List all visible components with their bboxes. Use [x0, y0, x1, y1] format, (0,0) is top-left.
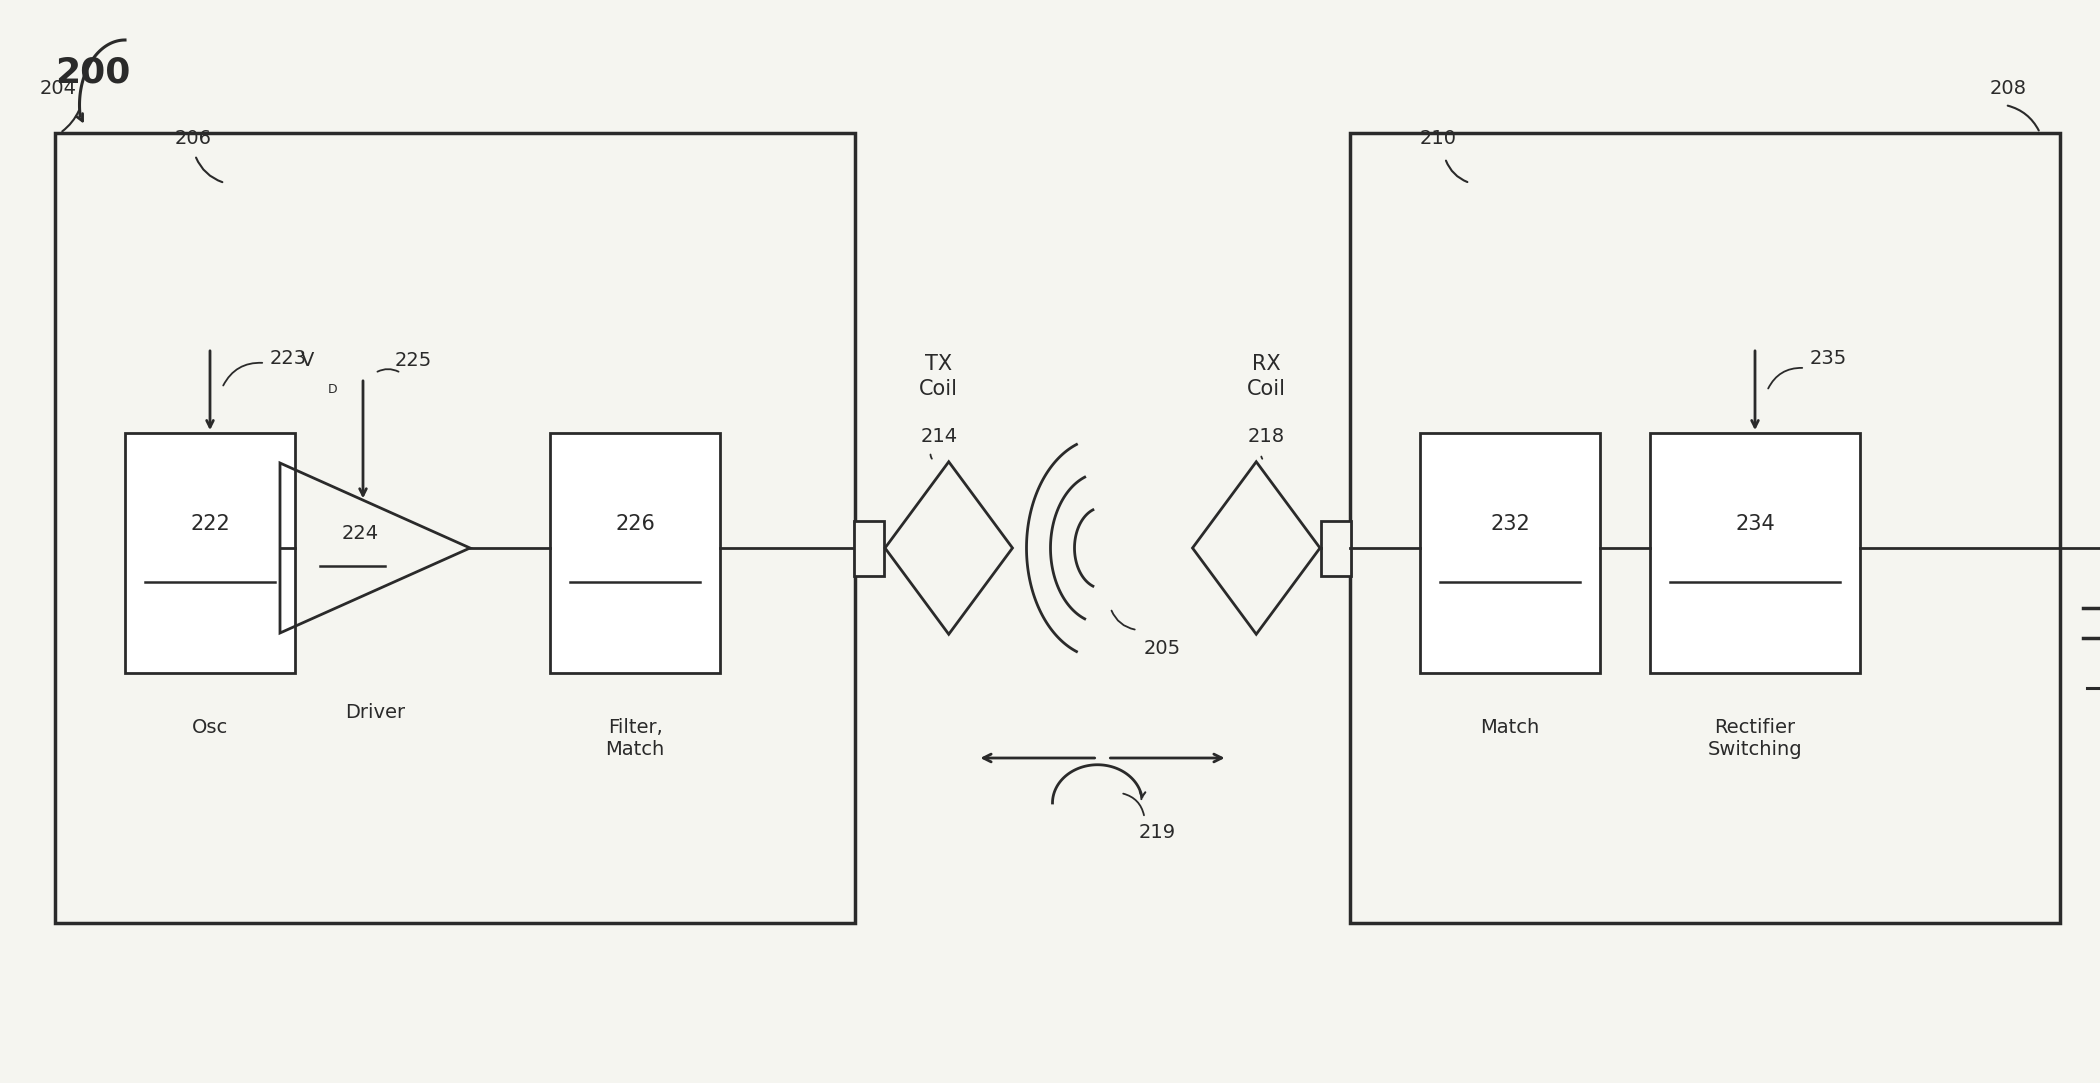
Text: 222: 222 — [191, 514, 229, 534]
Text: 234: 234 — [1735, 514, 1774, 534]
Bar — [55, 133, 855, 923]
Text: 206: 206 — [174, 129, 212, 148]
Bar — [1651, 433, 1861, 673]
Text: 219: 219 — [1138, 823, 1176, 843]
Text: 224: 224 — [342, 523, 378, 543]
Bar — [126, 433, 294, 673]
Text: Filter,
Match: Filter, Match — [605, 718, 664, 759]
Text: 225: 225 — [395, 351, 433, 370]
Text: TX
Coil: TX Coil — [920, 354, 958, 400]
Bar — [855, 521, 884, 575]
Text: 200: 200 — [55, 55, 130, 89]
Text: 232: 232 — [1491, 514, 1531, 534]
Text: 223: 223 — [271, 349, 307, 367]
Text: Driver: Driver — [344, 703, 405, 722]
Bar — [550, 433, 720, 673]
Text: 235: 235 — [1810, 349, 1848, 367]
Text: 210: 210 — [1420, 129, 1457, 148]
Text: V: V — [300, 351, 315, 370]
Text: Osc: Osc — [191, 718, 229, 738]
Bar — [1420, 433, 1600, 673]
Bar — [1350, 133, 2060, 923]
Text: 218: 218 — [1247, 428, 1285, 446]
Text: Rectifier
Switching: Rectifier Switching — [1707, 718, 1802, 759]
Text: 208: 208 — [1991, 79, 2026, 97]
Text: RX
Coil: RX Coil — [1247, 354, 1285, 400]
Text: Match: Match — [1480, 718, 1539, 738]
Text: 204: 204 — [40, 79, 78, 97]
Text: 226: 226 — [615, 514, 655, 534]
Bar — [94, 183, 815, 873]
Text: D: D — [328, 383, 338, 396]
Text: 205: 205 — [1144, 639, 1180, 657]
Bar — [1390, 183, 2020, 873]
Text: 214: 214 — [920, 428, 958, 446]
Bar — [1321, 521, 1350, 575]
